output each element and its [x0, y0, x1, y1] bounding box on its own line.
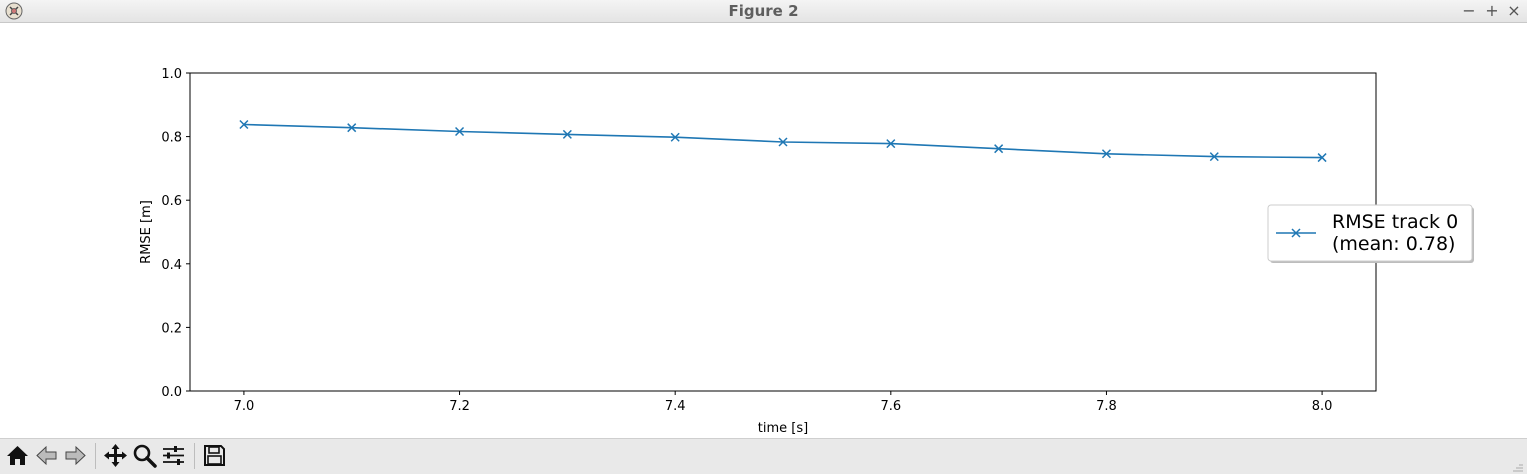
close-button[interactable]: × — [1507, 1, 1521, 20]
save-button[interactable] — [201, 442, 228, 469]
data-point-marker — [1209, 152, 1219, 162]
data-point-marker — [562, 129, 572, 139]
data-point-marker — [239, 119, 249, 130]
home-button[interactable] — [4, 442, 31, 469]
y-axis-ticks: 0.0 0.2 0.4 0.6 0.8 1.0 — [161, 67, 190, 400]
y-tick-label: 0.2 — [161, 321, 182, 336]
back-arrow-icon — [36, 445, 57, 466]
data-point-marker — [670, 132, 680, 142]
data-point-marker — [994, 144, 1004, 154]
y-tick-label: 0.0 — [161, 385, 182, 400]
data-point-marker — [778, 137, 788, 147]
y-tick-label: 0.8 — [161, 131, 182, 146]
pan-button[interactable] — [102, 442, 129, 469]
forward-arrow-icon — [65, 445, 86, 466]
toolbar-separator — [194, 443, 195, 469]
y-tick-label: 0.4 — [161, 258, 182, 273]
data-point-marker — [1101, 149, 1111, 159]
x-tick-label: 8.0 — [1312, 399, 1333, 414]
x-tick-label: 7.8 — [1096, 399, 1117, 414]
back-button[interactable] — [33, 442, 60, 469]
pan-icon — [104, 444, 127, 467]
window-titlebar[interactable]: Figure 2 − + × — [0, 0, 1527, 23]
navigation-toolbar — [0, 438, 1527, 474]
x-axis-label: time [s] — [758, 421, 808, 436]
y-tick-label: 0.6 — [161, 194, 182, 209]
minimize-button[interactable]: − — [1462, 1, 1476, 20]
x-axis-ticks: 7.0 7.2 7.4 7.6 7.8 8.0 — [234, 391, 1333, 414]
x-tick-label: 7.4 — [665, 399, 686, 414]
data-point-marker — [455, 126, 465, 137]
y-axis-label: RMSE [m] — [139, 200, 154, 264]
configure-subplots-button[interactable] — [160, 442, 187, 469]
maximize-button[interactable]: + — [1485, 1, 1499, 20]
plot-area — [239, 119, 1327, 163]
data-point-marker — [1317, 153, 1327, 163]
data-point-marker — [886, 139, 896, 149]
legend-marker — [1291, 228, 1301, 238]
resize-grip-icon[interactable] — [1511, 462, 1525, 472]
home-icon — [7, 446, 28, 465]
zoom-icon — [133, 444, 157, 468]
x-tick-label: 7.0 — [234, 399, 255, 414]
y-tick-label: 1.0 — [161, 67, 182, 82]
x-tick-label: 7.2 — [449, 399, 470, 414]
legend-label: RMSE track 0 (mean: 0.78) — [1332, 211, 1458, 255]
forward-button[interactable] — [62, 442, 89, 469]
save-icon — [204, 445, 225, 466]
legend: RMSE track 0 (mean: 0.78) — [1267, 204, 1474, 263]
zoom-button[interactable] — [131, 442, 158, 469]
figure-canvas[interactable]: 7.0 7.2 7.4 7.6 7.8 8.0 0.0 0.2 0.4 0.6 0.8 1.0 ti… — [0, 23, 1527, 438]
app-icon — [5, 2, 23, 20]
x-tick-label: 7.6 — [880, 399, 901, 414]
configure-subplots-icon — [163, 446, 184, 465]
legend-box — [1267, 204, 1473, 262]
data-point-marker — [347, 123, 357, 133]
window-title: Figure 2 — [728, 2, 799, 20]
toolbar-separator — [95, 443, 96, 469]
